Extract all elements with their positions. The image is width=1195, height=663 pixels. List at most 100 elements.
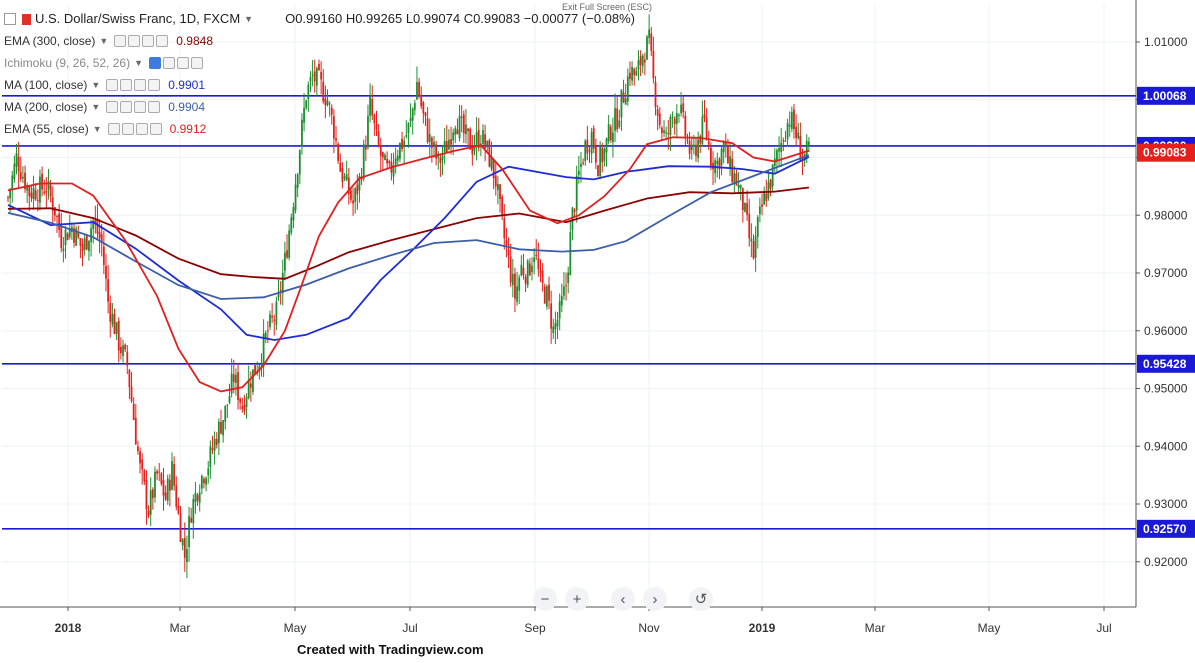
candle-down [450,139,452,145]
chevron-down-icon[interactable]: ▼ [134,58,143,68]
zoom-out-button[interactable]: − [533,587,557,611]
gear-icon[interactable] [120,101,133,113]
candle-down [769,179,772,189]
candle-up [205,477,207,485]
symbol-title[interactable]: U.S. Dollar/Swiss Franc, 1D, FXCM [35,11,241,26]
more-icon[interactable] [135,123,148,135]
candle-up [744,202,746,212]
chevron-down-icon[interactable]: ▼ [91,80,101,90]
candle-up [90,228,92,242]
candle-down [164,492,167,500]
chevron-down-icon[interactable]: ▼ [244,14,254,24]
candle-up [275,301,278,325]
candle-down [639,56,642,65]
close-icon[interactable] [148,101,161,113]
candle-down [220,422,222,434]
candle-down [160,473,163,484]
candle-down [94,220,97,223]
eye-icon[interactable] [114,35,127,47]
zoom-in-button[interactable]: + [565,587,589,611]
candle-up [584,140,587,161]
candle-up [575,175,578,211]
eye-off-icon[interactable] [149,57,161,69]
close-icon[interactable] [148,79,161,91]
scroll-back-button[interactable]: ‹ [611,587,635,611]
exit-fullscreen-hint[interactable]: Exit Full Screen (ESC) [562,2,653,12]
candle-down [381,152,384,158]
more-icon[interactable] [142,35,155,47]
candle-down [36,200,39,202]
candle-up [497,183,499,190]
collapse-icon[interactable] [4,13,16,25]
candle-down [130,386,133,402]
gear-icon[interactable] [163,57,175,69]
candle-up [556,319,559,327]
candle-down [183,537,186,558]
gear-icon[interactable] [128,35,141,47]
y-tick-label: 0.97000 [1144,266,1188,280]
chevron-down-icon[interactable]: ▼ [92,124,102,134]
candle-down [673,118,676,124]
close-icon[interactable] [149,123,162,135]
chart-navigation: − + ‹ › ↺ [533,587,713,611]
candle-down [151,489,154,499]
more-icon[interactable] [134,79,147,91]
indicator-buttons [114,35,169,47]
candle-down [377,131,380,145]
candle-up [692,144,695,147]
candle-up [577,170,580,176]
x-tick-label: 2018 [55,621,82,635]
candle-up [39,176,41,203]
eye-icon[interactable] [106,101,119,113]
candle-up [720,148,723,166]
candle-down [484,134,487,149]
current-price-badge [1137,143,1195,162]
candle-up [26,185,29,191]
candle-down [401,138,403,149]
candle-down [782,140,785,142]
close-icon[interactable] [191,57,203,69]
indicator-row-ma100[interactable]: MA (100, close) ▼ 0.9901 [4,74,635,96]
candle-up [9,189,12,199]
candle-up [776,150,778,161]
indicator-row-ma200[interactable]: MA (200, close) ▼ 0.9904 [4,96,635,118]
candle-down [139,451,141,464]
scroll-forward-button[interactable]: › [643,587,667,611]
close-icon[interactable] [156,35,169,47]
candle-down [507,249,510,256]
more-icon[interactable] [134,101,147,113]
indicator-row-ichimoku[interactable]: Ichimoku (9, 26, 52, 26) ▼ [4,52,635,74]
candle-up [354,188,357,202]
candle-up [605,138,608,153]
candle-up [756,217,759,237]
chart-axes: 1.010001.000000.990000.980000.970000.960… [0,0,1195,635]
candle-up [733,173,736,185]
candle-up [784,140,787,142]
indicator-row-ema55[interactable]: EMA (55, close) ▼ 0.9912 [4,118,635,140]
candle-down [592,128,595,149]
candle-up [626,76,629,102]
candle-down [56,216,58,218]
gear-icon[interactable] [121,123,134,135]
eye-icon[interactable] [107,123,120,135]
indicator-label: EMA (55, close) [4,122,89,136]
candle-down [134,417,137,445]
indicator-row-ema300[interactable]: EMA (300, close) ▼ 0.9848 [4,30,635,52]
x-tick-label: Mar [865,621,886,635]
candle-down [132,403,135,420]
candle-down [643,59,646,63]
chevron-down-icon[interactable]: ▼ [91,102,101,112]
candle-up [362,144,365,179]
candle-up [394,158,397,165]
candle-up [516,286,518,302]
candle-up [475,132,478,145]
candle-down [656,109,659,116]
more-icon[interactable] [177,57,189,69]
reset-chart-button[interactable]: ↺ [689,587,713,611]
candle-up [763,190,766,205]
gear-icon[interactable] [120,79,133,91]
candle-down [162,480,165,496]
chevron-down-icon[interactable]: ▼ [99,36,109,46]
eye-icon[interactable] [106,79,119,91]
